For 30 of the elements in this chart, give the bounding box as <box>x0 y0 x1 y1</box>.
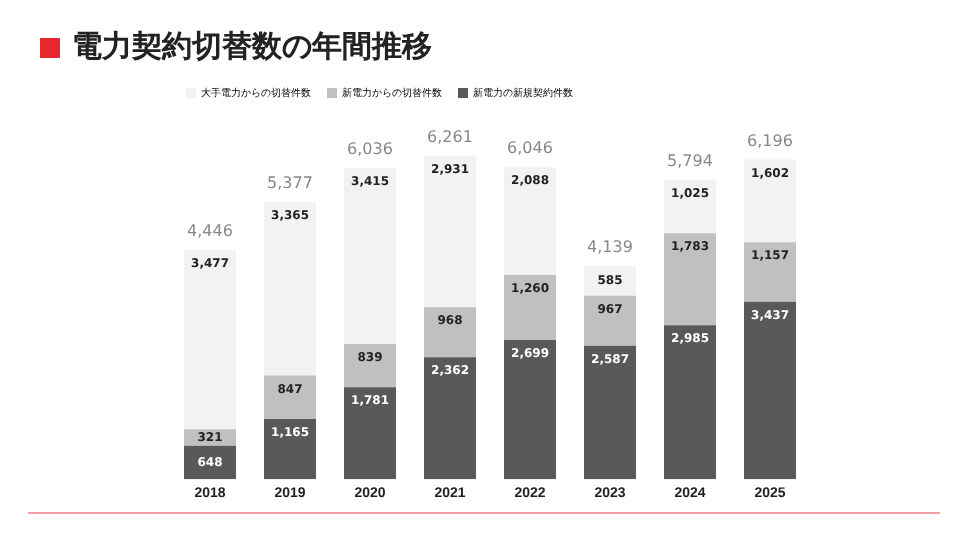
bar <box>584 295 636 346</box>
total-label: 6,196 <box>747 131 793 150</box>
total-label: 4,446 <box>187 221 233 240</box>
bar <box>424 156 476 308</box>
total-label: 5,794 <box>667 152 713 171</box>
bar <box>744 159 796 243</box>
bar <box>344 344 396 388</box>
total-label: 6,261 <box>427 128 473 147</box>
chart-title: 電力契約切替数の年間推移 <box>72 28 432 66</box>
bar <box>504 274 556 340</box>
bar <box>664 180 716 234</box>
bar <box>744 242 796 302</box>
bar <box>424 307 476 358</box>
bar <box>264 419 316 480</box>
total-label: 4,139 <box>587 237 633 256</box>
bar <box>744 301 796 480</box>
bar <box>664 233 716 326</box>
bar <box>504 339 556 480</box>
bar <box>424 357 476 480</box>
bar <box>584 345 636 480</box>
total-label: 6,046 <box>507 139 553 158</box>
bar <box>264 375 316 420</box>
bar <box>344 387 396 480</box>
bar <box>664 325 716 480</box>
bar <box>504 167 556 275</box>
total-label: 5,377 <box>267 173 313 192</box>
bar <box>264 201 316 376</box>
bar <box>184 249 236 430</box>
total-label: 6,036 <box>347 139 393 158</box>
bar <box>344 167 396 345</box>
